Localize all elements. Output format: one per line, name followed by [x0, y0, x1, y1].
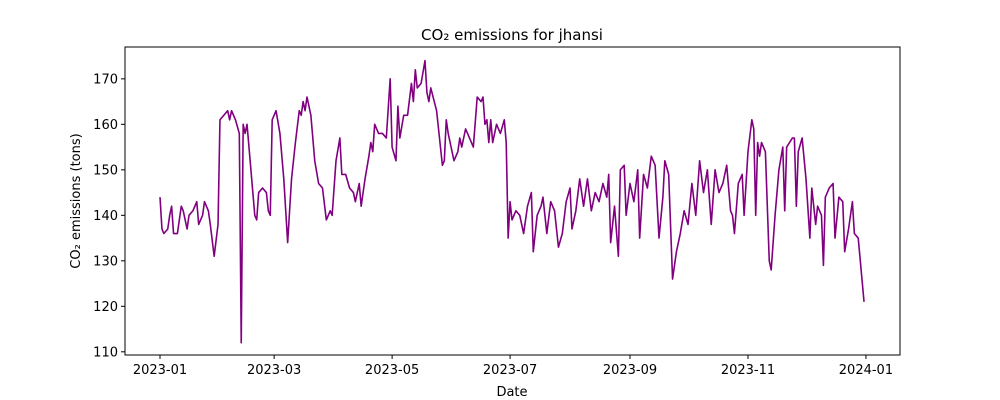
y-tick-label: 130 — [93, 254, 118, 269]
data-line — [159, 59, 865, 344]
x-tick-label: 2024-01 — [839, 363, 893, 378]
y-tick-label: 110 — [93, 345, 118, 360]
y-tick-label: 170 — [93, 72, 118, 87]
y-tick-label: 150 — [93, 163, 118, 178]
x-tick-label: 2023-05 — [365, 363, 419, 378]
x-axis-label: Date — [496, 385, 527, 400]
x-tick-label: 2023-11 — [721, 363, 775, 378]
y-tick-label: 140 — [93, 209, 118, 224]
x-tick-label: 2023-07 — [483, 363, 537, 378]
y-tick-label: 160 — [93, 118, 118, 133]
x-tick-label: 2023-01 — [133, 363, 187, 378]
x-tick-label: 2023-09 — [603, 363, 657, 378]
plot-frame — [124, 46, 901, 356]
y-tick-label: 120 — [93, 300, 118, 315]
chart-title: CO₂ emissions for jhansi — [421, 26, 603, 44]
y-axis-label: CO₂ emissions (tons) — [69, 133, 84, 268]
x-tick-label: 2023-03 — [247, 363, 301, 378]
